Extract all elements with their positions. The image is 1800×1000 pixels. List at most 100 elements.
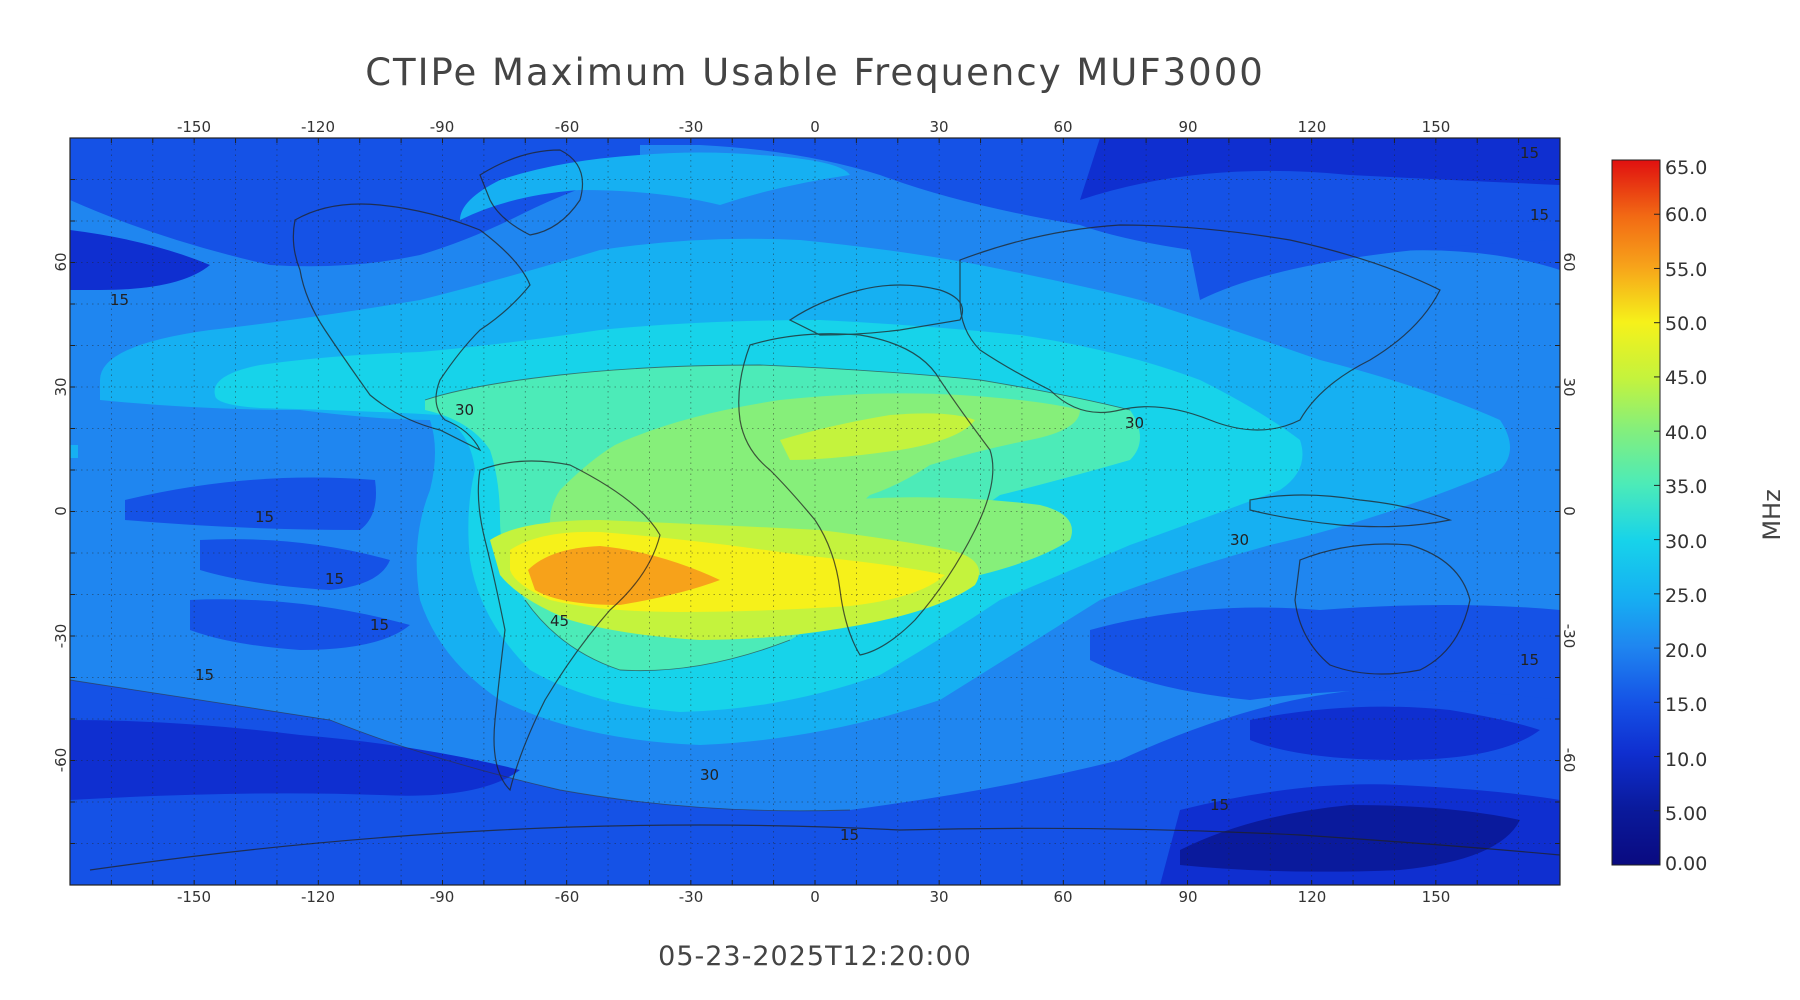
band-10-west-strip-1	[125, 477, 376, 530]
lon-top-label: -60	[555, 118, 580, 136]
contour-label-3: 30	[1230, 531, 1249, 549]
colorbar-label: 5.00	[1665, 803, 1707, 825]
contour-label-2: 30	[1125, 414, 1144, 432]
colorbar-ticks	[1654, 159, 1660, 866]
contour-30-south	[524, 599, 791, 672]
contour-label-4: 30	[700, 766, 719, 784]
colorbar-label: 20.0	[1665, 640, 1707, 662]
colorbar-label: 50.0	[1665, 313, 1707, 335]
longitude-labels-top: -150 -120 -90 -60 -30 0 30 60 90 120 150	[177, 118, 1450, 136]
lon-bottom-label: 150	[1422, 888, 1451, 906]
coastline-south-america	[477, 460, 661, 792]
chart-title: CTIPe Maximum Usable Frequency MUF3000	[365, 51, 1265, 94]
colorbar-label: 35.0	[1665, 476, 1707, 498]
contour-label-14: 15	[1210, 796, 1229, 814]
contour-label-12: 15	[1530, 206, 1549, 224]
contour-label-1: 30	[455, 401, 474, 419]
colorbar-label: 40.0	[1665, 422, 1707, 444]
lat-right-label: 60	[1560, 252, 1578, 271]
contour-label-8: 15	[370, 616, 389, 634]
coastline-australia	[1294, 543, 1471, 675]
lon-bottom-label: 0	[810, 888, 820, 906]
lat-right-label: -60	[1560, 748, 1578, 773]
colorbar-labels: 65.0 60.0 55.0 50.0 45.0 40.0 35.0 30.0 …	[1665, 157, 1707, 875]
lon-bottom-label: -90	[430, 888, 455, 906]
lon-bottom-label: -120	[301, 888, 335, 906]
contour-15-south	[70, 679, 851, 812]
lon-top-label: 90	[1178, 118, 1197, 136]
colorbar	[1611, 159, 1661, 866]
contour-label-5: 45	[550, 612, 569, 630]
band-20-north-patch	[460, 152, 850, 220]
lon-bottom-label: -30	[679, 888, 704, 906]
coastline-asia	[959, 224, 1441, 431]
coastline-indonesia	[1249, 494, 1453, 528]
lon-top-label: 60	[1053, 118, 1072, 136]
contour-label-6: 15	[255, 508, 274, 526]
colorbar-label: 45.0	[1665, 367, 1707, 389]
coastline-greenland	[479, 149, 584, 236]
band-5-south-far-east	[1250, 706, 1540, 760]
coastline-europe	[788, 284, 964, 336]
lon-top-label: -30	[679, 118, 704, 136]
colorbar-label: 55.0	[1665, 259, 1707, 281]
frame-ticks	[70, 138, 1560, 885]
coastlines	[89, 149, 1560, 871]
lat-right-label: 30	[1560, 377, 1578, 396]
contour-label-13: 15	[1520, 651, 1539, 669]
contour-label-9: 15	[195, 666, 214, 684]
lon-top-label: -90	[430, 118, 455, 136]
band-10-west-strip-3	[190, 599, 410, 650]
contour-label-7: 15	[325, 570, 344, 588]
lon-bottom-label: 120	[1298, 888, 1327, 906]
contour-label-10: 15	[110, 291, 129, 309]
contour-label-15: 15	[840, 826, 859, 844]
lat-left-label: -60	[52, 748, 70, 773]
band-5-north-east	[1080, 138, 1560, 200]
lat-right-label: 0	[1560, 506, 1578, 516]
lon-top-label: 150	[1422, 118, 1451, 136]
longitude-labels-bottom: -150 -120 -90 -60 -30 0 30 60 90 120 150	[177, 888, 1450, 906]
latitude-labels-right: 60 30 0 -30 -60	[1560, 252, 1578, 772]
coastline-antarctica	[89, 824, 1560, 871]
colorbar-label: 25.0	[1665, 585, 1707, 607]
band-20-left-edge	[70, 445, 78, 458]
band-5-south-west	[70, 720, 520, 800]
band-10-west-strip-2	[200, 539, 390, 590]
timestamp: 05-23-2025T12:20:00	[658, 941, 972, 972]
muf-map: 30 30 30 30 45 15 15 15 15 15 15 15 15 1…	[70, 138, 1560, 885]
colorbar-label: 10.0	[1665, 749, 1707, 771]
coastline-africa	[738, 333, 994, 656]
lon-top-label: 0	[810, 118, 820, 136]
lon-bottom-label: 30	[929, 888, 948, 906]
lat-left-label: 0	[52, 506, 70, 516]
contour-lines	[70, 364, 1131, 812]
colorbar-label: 15.0	[1665, 694, 1707, 716]
lat-right-label: -30	[1560, 624, 1578, 649]
band-10-north-west	[70, 138, 640, 267]
lat-left-label: 60	[52, 252, 70, 271]
lon-top-label: -120	[301, 118, 335, 136]
lon-bottom-label: -60	[555, 888, 580, 906]
lon-top-label: 120	[1298, 118, 1327, 136]
lon-bottom-label: 90	[1178, 888, 1197, 906]
lon-bottom-label: 60	[1053, 888, 1072, 906]
lon-top-label: 30	[929, 118, 948, 136]
lat-left-label: 30	[52, 377, 70, 396]
lon-top-label: -150	[177, 118, 211, 136]
colorbar-label: 60.0	[1665, 204, 1707, 226]
coastline-north-america	[292, 203, 531, 452]
colorbar-unit: MHz	[1758, 489, 1786, 540]
lon-bottom-label: -150	[177, 888, 211, 906]
colorbar-label: 30.0	[1665, 531, 1707, 553]
contour-label-11: 15	[1520, 144, 1539, 162]
colorbar-label: 0.00	[1665, 853, 1707, 875]
latitude-labels-left: 60 30 0 -30 -60	[52, 252, 70, 772]
colorbar-label: 65.0	[1665, 157, 1707, 179]
band-10-east-south	[1090, 605, 1560, 700]
band-50	[528, 546, 720, 605]
band-40-north	[780, 413, 975, 460]
contour-30	[424, 364, 1131, 411]
band-5-west	[70, 230, 210, 290]
